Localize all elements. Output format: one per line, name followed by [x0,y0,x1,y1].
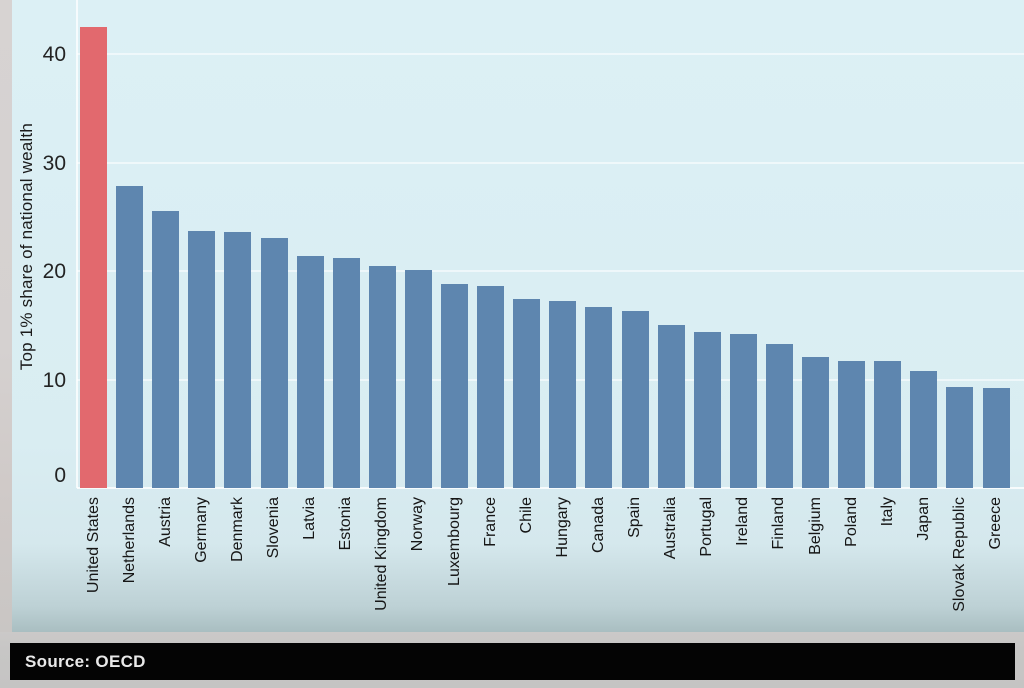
x-label-united-kingdom: United Kingdom [373,497,391,611]
y-tick-label-20: 20 [42,260,66,283]
x-label-text: Latvia [301,497,319,540]
x-label-portugal: Portugal [698,497,716,557]
x-label-text: Netherlands [120,497,138,584]
bar-united-kingdom [368,265,396,488]
bar-poland [838,361,866,488]
y-axis-title: Top 1% share of national wealth [16,110,38,384]
bar-netherlands [116,186,144,488]
x-label-text: Slovak Republic [950,497,968,612]
x-label-text: United States [84,497,102,594]
bar-japan [910,370,938,488]
bar-finland [765,343,793,488]
x-label-greece: Greece [987,497,1005,549]
x-label-text: Greece [987,497,1004,550]
bar-hungary [549,301,577,488]
bar-canada [585,306,613,488]
x-label-text: Italy [878,497,896,527]
bar-belgium [802,356,829,488]
x-label-text: France [481,497,499,547]
bar-germany [188,230,216,488]
x-label-slovak-republic: Slovak Republic [951,497,969,612]
bar-luxembourg [441,284,468,488]
x-label-latvia: Latvia [301,497,319,540]
gridline-40 [77,53,1024,55]
x-label-norway: Norway [409,497,427,551]
bar-france [477,286,505,488]
x-label-australia: Australia [662,497,680,559]
x-label-text: Austria [156,497,174,547]
source-label: Source: OECD [25,652,146,671]
x-label-text: Hungary [553,497,571,558]
bar-denmark [224,231,252,488]
x-label-text: Chile [517,497,535,534]
x-label-poland: Poland [843,497,861,547]
x-label-italy: Italy [879,497,897,526]
gridline-0 [77,487,1024,489]
x-label-belgium: Belgium [807,497,825,555]
bar-italy [874,361,902,488]
bar-slovak-republic [946,387,974,488]
bar-australia [657,325,685,488]
y-tick-label-30: 30 [42,151,66,175]
x-label-austria: Austria [157,497,175,547]
x-label-text: Canada [589,497,607,554]
x-label-chile: Chile [518,497,536,533]
bar-estonia [332,257,360,488]
x-label-text: Australia [662,497,680,560]
x-label-text: Poland [842,497,860,547]
x-label-hungary: Hungary [554,497,572,557]
x-label-canada: Canada [590,497,608,553]
x-label-text: Ireland [734,497,752,546]
bar-portugal [693,331,721,488]
bar-norway [404,269,432,488]
x-label-text: Slovenia [265,497,282,559]
x-label-text: Japan [914,497,932,541]
bar-spain [621,311,649,488]
bar-austria [152,211,180,488]
bar-slovenia [260,238,288,488]
x-label-text: Estonia [337,497,355,551]
bar-ireland [729,333,757,488]
video-left-edge [0,0,12,632]
x-label-text: Luxembourg [445,497,463,586]
x-label-luxembourg: Luxembourg [446,497,464,586]
y-tick-label-10: 10 [42,368,66,392]
y-axis-line [76,0,78,488]
bar-greece [982,388,1010,488]
x-label-slovenia: Slovenia [265,497,283,558]
bar-united-states [80,26,107,488]
bar-latvia [296,255,324,488]
x-label-text: Portugal [698,497,716,557]
x-label-germany: Germany [193,497,211,563]
y-tick-label-0: 0 [54,464,66,487]
x-label-text: Belgium [806,497,824,555]
gridline-30 [77,161,1024,164]
x-label-denmark: Denmark [229,497,247,562]
x-label-text: Germany [192,497,210,563]
bar-chile [513,299,541,488]
x-label-text: Finland [770,497,788,550]
x-label-estonia: Estonia [337,497,355,550]
x-label-finland: Finland [770,497,788,549]
x-label-text: United Kingdom [373,497,391,611]
source-bar: Source: OECD [10,643,1015,680]
x-label-france: France [482,497,500,547]
x-label-japan: Japan [915,497,933,541]
x-label-text: Spain [626,497,643,538]
x-label-ireland: Ireland [734,497,752,546]
x-label-text: Norway [409,497,427,552]
x-label-netherlands: Netherlands [121,497,139,583]
x-label-united-states: United States [85,497,103,593]
gridline-20 [77,270,1024,272]
x-label-spain: Spain [626,497,644,538]
y-tick-label-40: 40 [42,43,66,66]
x-label-text: Denmark [228,497,246,562]
